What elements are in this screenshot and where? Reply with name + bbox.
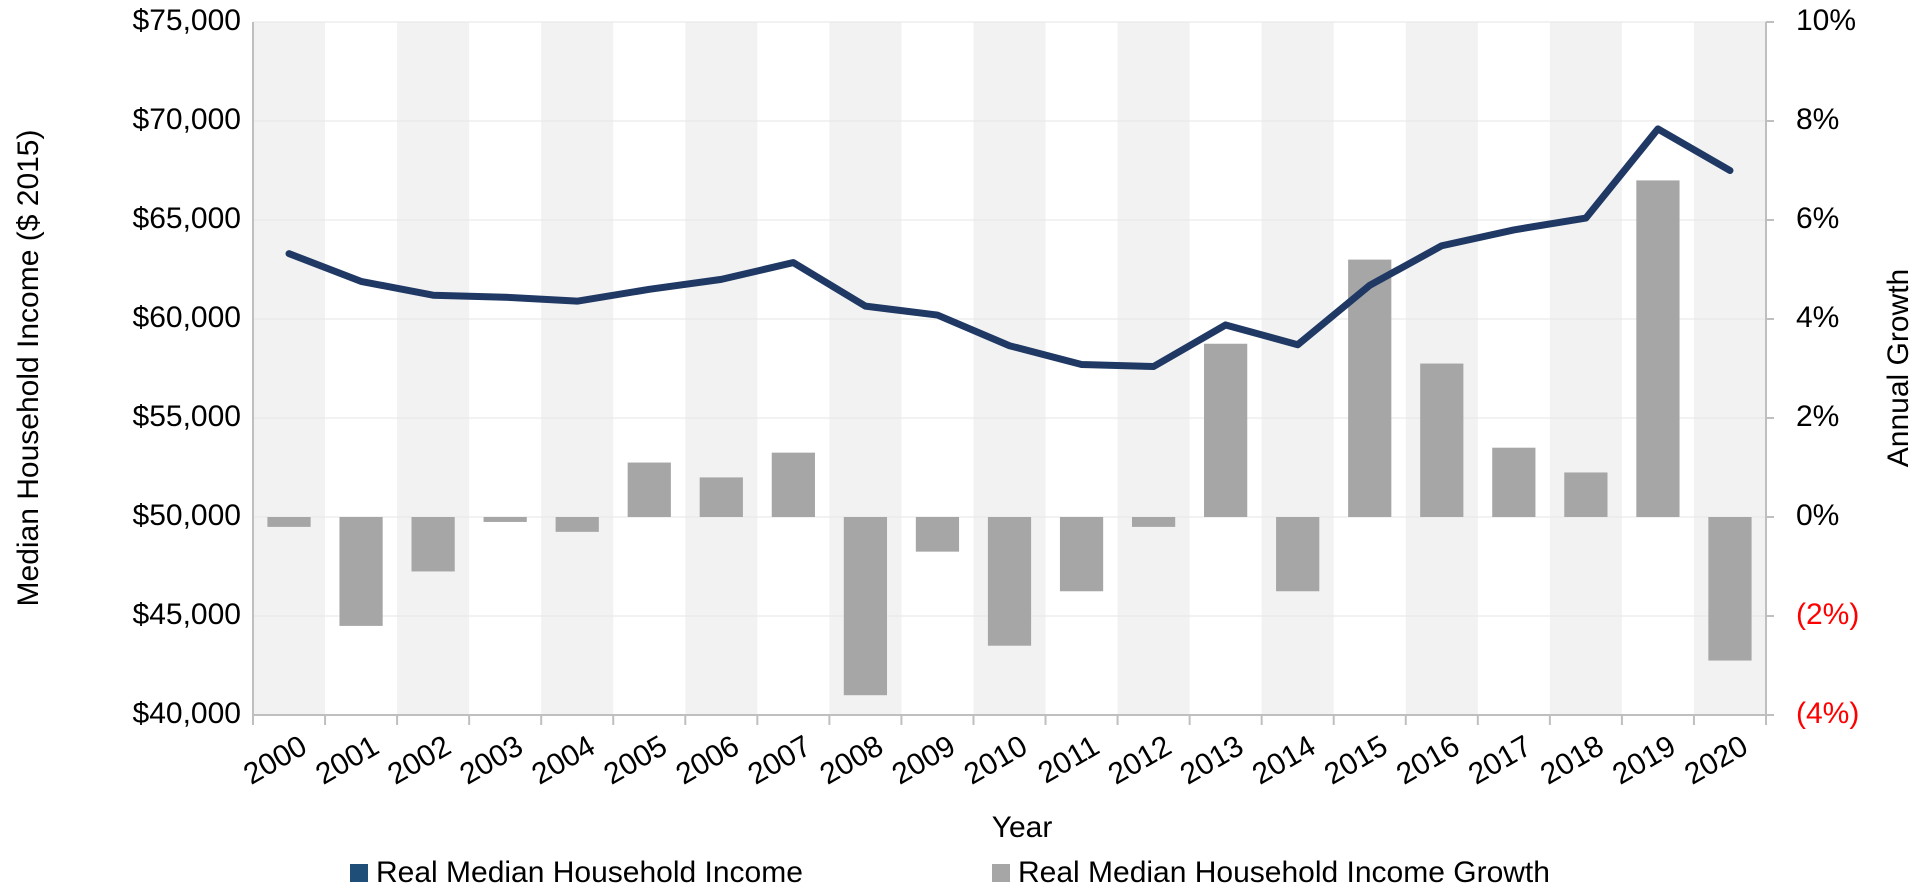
y2-axis-title: Annual Growth [1882,269,1915,467]
bar [1276,517,1320,592]
y2-tick-label: (4%) [1796,697,1859,730]
bar [1348,259,1392,517]
x-tick-label: 2008 [815,729,889,791]
y2-tick-label: (2%) [1796,598,1859,631]
bar [339,517,383,626]
bar [1131,517,1176,527]
y-tick-label: $70,000 [133,103,241,136]
bar [411,517,455,572]
x-tick-label: 2018 [1535,729,1609,791]
band-shade [685,22,758,715]
band-shade [541,22,614,715]
y-tick-label: $55,000 [133,400,241,433]
x-tick-label: 2014 [1247,729,1321,791]
bar [627,462,671,517]
bar [843,517,888,696]
bar [1564,472,1608,517]
y2-tick-label: 6% [1796,202,1839,235]
x-tick-label: 2004 [526,729,600,791]
y-tick-label: $45,000 [133,598,241,631]
x-tick-label: 2013 [1175,729,1249,791]
legend-label: Real Median Household Income Growth [1018,856,1550,887]
legend-swatch [992,864,1010,882]
band-shade [397,22,470,715]
x-tick-label: 2012 [1103,729,1177,791]
bar [987,517,1032,646]
legend-label: Real Median Household Income [376,856,803,887]
bar [555,517,599,532]
x-tick-label: 2006 [670,729,744,791]
band-shade [1549,22,1622,715]
y2-tick-label: 10% [1796,4,1856,37]
x-tick-label: 2000 [238,729,312,791]
x-tick-label: 2001 [310,729,384,791]
x-axis-title: Year [992,811,1053,844]
y-axis-title: Median Household Income ($ 2015) [12,130,45,607]
y2-tick-label: 0% [1796,499,1839,532]
bar [1492,447,1536,517]
y-tick-label: $75,000 [133,4,241,37]
bar [771,452,815,517]
band-shade [253,22,326,715]
y2-tick-label: 8% [1796,103,1839,136]
bar [915,517,960,552]
x-tick-label: 2005 [598,729,672,791]
bar [267,517,311,527]
y-tick-label: $40,000 [133,697,241,730]
y2-tick-label: 4% [1796,301,1839,334]
x-tick-label: 2010 [959,729,1033,791]
bar [1204,343,1248,517]
band-shade [1261,22,1334,715]
x-tick-label: 2009 [887,729,961,791]
x-tick-label: 2017 [1463,729,1537,791]
x-tick-label: 2016 [1391,729,1465,791]
bar [1059,517,1104,592]
bar [699,477,743,517]
bar [1708,517,1752,661]
x-tick-label: 2019 [1607,729,1681,791]
y-tick-label: $60,000 [133,301,241,334]
x-tick-label: 2003 [454,729,528,791]
bar [1636,180,1680,517]
x-tick-label: 2015 [1319,729,1393,791]
bar [1420,363,1464,517]
x-tick-label: 2002 [382,729,456,791]
x-tick-label: 2020 [1679,729,1753,791]
x-tick-label: 2011 [1033,729,1105,790]
y-tick-label: $50,000 [133,499,241,532]
bar [483,517,527,522]
line [285,125,1734,371]
y2-tick-label: 2% [1796,400,1839,433]
y-tick-label: $65,000 [133,202,241,235]
legend-swatch [350,864,368,882]
x-tick-label: 2007 [743,729,817,791]
